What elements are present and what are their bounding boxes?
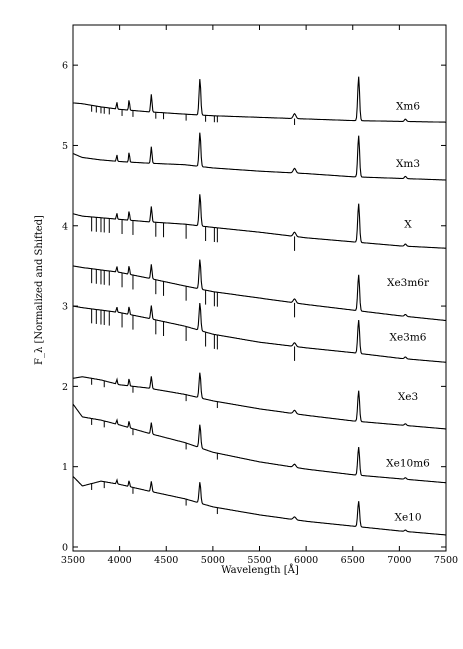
- x-tick-label: 7500: [434, 555, 458, 566]
- series-line-Xe3m6r: [72, 259, 447, 322]
- x-tick-label: 5500: [247, 555, 271, 566]
- series-label-Xe10: Xe10: [394, 511, 421, 523]
- x-tick-label: 5000: [201, 555, 225, 566]
- series-line-Xm6: [72, 76, 446, 123]
- series-line-Xe3: [72, 372, 446, 430]
- series-label-Xm3: Xm3: [396, 158, 420, 170]
- x-tick-label: 6500: [341, 555, 365, 566]
- y-tick-label: 4: [62, 221, 68, 232]
- series-label-Xe3m6r: Xe3m6r: [387, 277, 430, 289]
- y-tick-label: 1: [62, 462, 68, 473]
- x-tick-label: 4500: [154, 555, 178, 566]
- axes: 3500 4000 4500 5000 5500 6000 6500 7000 7500 0 1 2 3…: [61, 24, 458, 566]
- y-tick-label: 3: [62, 302, 68, 313]
- series-label-Xm6: Xm6: [396, 100, 420, 112]
- x-tick-label: 7000: [387, 555, 411, 566]
- y-tick-label: 6: [62, 61, 68, 72]
- y-tick-label: 0: [62, 542, 68, 553]
- series-line-X: [72, 194, 446, 249]
- series-label-Xe3m6: Xe3m6: [389, 332, 426, 344]
- y-axis-label: F_λ [Normalized and Shifted]: [34, 215, 45, 365]
- series-line-Xe10: [72, 475, 446, 536]
- x-tick-label: 3500: [61, 555, 85, 566]
- series-line-Xm3: [72, 132, 446, 181]
- x-tick-label: 4000: [108, 555, 132, 566]
- series-line-Xe10m6: [72, 403, 446, 484]
- series-label-X: X: [404, 218, 412, 230]
- x-tick-label: 6000: [294, 555, 318, 566]
- plot-area: Xm6 Xm3 X Xe3m6r Xe3m6 Xe3 Xe10m6 Xe10: [72, 76, 447, 536]
- series-label-Xe10m6: Xe10m6: [386, 458, 430, 470]
- y-tick-label: 2: [62, 382, 68, 393]
- x-axis-label: Wavelength [Å]: [221, 564, 299, 576]
- series-label-Xe3: Xe3: [398, 391, 418, 403]
- y-tick-label: 5: [62, 141, 68, 152]
- series-line-Xe3m6: [72, 303, 447, 363]
